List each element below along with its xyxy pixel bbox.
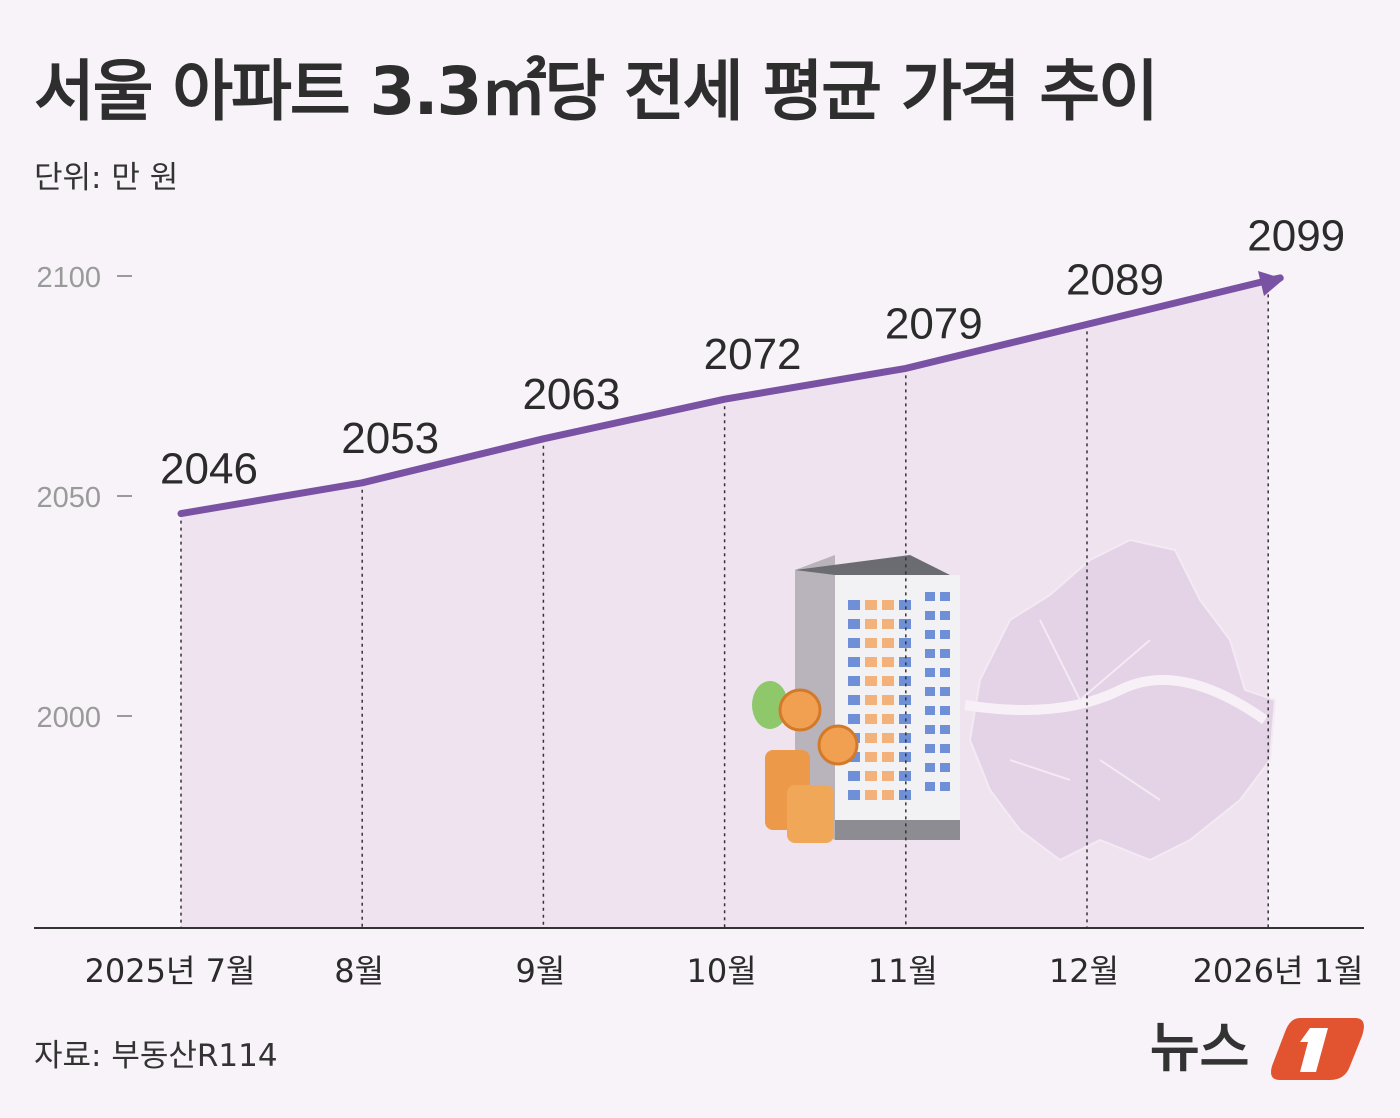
window [899, 714, 911, 724]
news1-logo: 뉴스 [1150, 1004, 1365, 1084]
window [848, 790, 860, 800]
window [899, 676, 911, 686]
window [899, 733, 911, 743]
window [865, 619, 877, 629]
window [940, 725, 950, 734]
x-tick-label: 10월 [687, 952, 757, 990]
data-label: 2089 [1066, 255, 1164, 304]
window [882, 695, 894, 705]
window [865, 676, 877, 686]
window [848, 619, 860, 629]
window [865, 771, 877, 781]
svg-text:뉴스: 뉴스 [1150, 1016, 1249, 1079]
window [940, 649, 950, 658]
window [865, 714, 877, 724]
window [940, 763, 950, 772]
window [899, 695, 911, 705]
window [882, 657, 894, 667]
x-tick-label: 2026년 1월 [1193, 952, 1364, 990]
data-label: 2063 [522, 370, 620, 419]
x-tick-label: 2025년 7월 [85, 952, 256, 990]
coins-illustration [752, 681, 859, 843]
window [925, 706, 935, 715]
x-tick-label: 9월 [515, 952, 565, 990]
x-tick-label: 8월 [334, 952, 384, 990]
window [925, 630, 935, 639]
data-label: 2046 [160, 445, 258, 494]
unit-label: 단위: 만 원 [34, 160, 179, 196]
window [882, 752, 894, 762]
window [899, 790, 911, 800]
window [882, 638, 894, 648]
window [865, 752, 877, 762]
window [899, 657, 911, 667]
window [940, 782, 950, 791]
window [925, 763, 935, 772]
y-tick-label: 2100 [36, 262, 101, 294]
chart-title: 서울 아파트 3.3㎡당 전세 평균 가격 추이 [34, 53, 1159, 130]
data-label: 2099 [1247, 211, 1345, 260]
x-tick-label: 12월 [1049, 952, 1119, 990]
window [882, 714, 894, 724]
window [865, 790, 877, 800]
data-label: 2053 [341, 414, 439, 463]
arrow-head [1258, 271, 1284, 296]
window [940, 592, 950, 601]
window [925, 782, 935, 791]
window [940, 668, 950, 677]
window [940, 706, 950, 715]
window [865, 733, 877, 743]
window [940, 687, 950, 696]
y-tick-label: 2000 [36, 702, 101, 734]
window [882, 619, 894, 629]
x-tick-label: 11월 [868, 952, 938, 990]
window [940, 611, 950, 620]
window [882, 790, 894, 800]
window [865, 695, 877, 705]
window [848, 638, 860, 648]
window [882, 771, 894, 781]
window [848, 771, 860, 781]
window [899, 600, 911, 610]
window [899, 771, 911, 781]
data-label: 2079 [885, 299, 983, 348]
window [865, 657, 877, 667]
window [925, 744, 935, 753]
data-label: 2072 [704, 330, 802, 379]
window [925, 649, 935, 658]
window [848, 657, 860, 667]
window [848, 600, 860, 610]
window [940, 744, 950, 753]
window [940, 630, 950, 639]
window [899, 638, 911, 648]
window [925, 611, 935, 620]
source-note: 자료: 부동산R114 [34, 1038, 278, 1074]
window [848, 676, 860, 686]
window [925, 668, 935, 677]
window [925, 687, 935, 696]
window [882, 733, 894, 743]
seoul-map-illustration [964, 538, 1277, 862]
window [899, 752, 911, 762]
window [899, 619, 911, 629]
window [925, 592, 935, 601]
series-line [177, 274, 1284, 518]
window [865, 600, 877, 610]
window [882, 676, 894, 686]
window [882, 600, 894, 610]
window [848, 695, 860, 705]
window [848, 714, 860, 724]
y-tick-label: 2050 [36, 482, 101, 514]
window [925, 725, 935, 734]
window [865, 638, 877, 648]
